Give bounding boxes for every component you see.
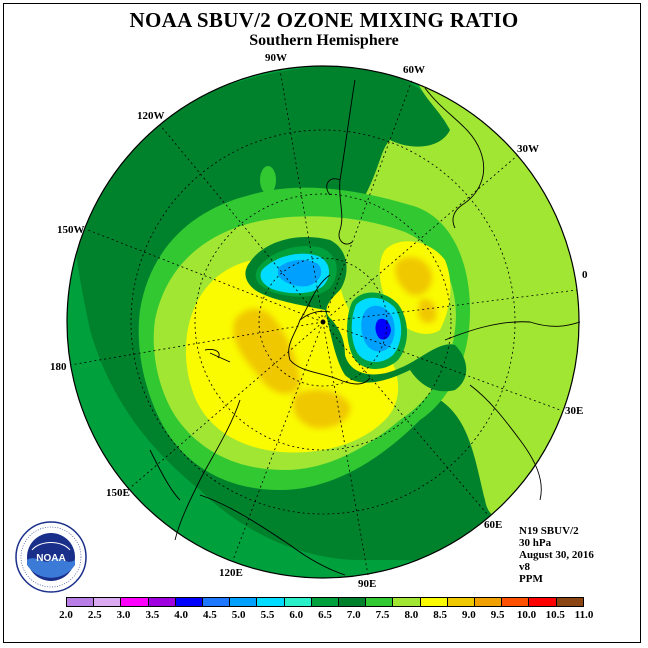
colorbar-label: 3.5 (145, 609, 160, 621)
colorbar-swatch (230, 598, 258, 606)
colorbar-label: 11.0 (574, 609, 594, 621)
colorbar-label: 6.5 (318, 609, 332, 621)
colorbar-swatch (257, 598, 285, 606)
map-title: NOAA SBUV/2 OZONE MIXING RATIO (129, 8, 519, 32)
colorbar-label: 9.5 (490, 609, 505, 621)
colorbar-swatch (67, 598, 95, 606)
colorbar-swatch (502, 598, 530, 606)
ozone-spot (260, 166, 276, 194)
colorbar-swatch (121, 598, 149, 606)
noaa-logo-text: NOAA (36, 553, 65, 564)
lon-label-90w: 90W (265, 52, 287, 64)
colorbar-label: 4.5 (203, 609, 217, 621)
ozone-band-8.0-east (360, 75, 579, 519)
colorbar-label: 2.0 (59, 609, 73, 621)
colorbar-label: 10.0 (516, 609, 537, 621)
figure-frame (3, 3, 641, 643)
lon-label-180: 180 (50, 361, 67, 373)
lon-label-120e: 120E (219, 567, 243, 579)
noaa-logo: NOAA (15, 521, 87, 593)
colorbar-label: 8.5 (433, 609, 447, 621)
lon-label-150e: 150E (106, 487, 130, 499)
colorbar-label: 5.0 (231, 609, 246, 621)
colorbar-swatch (393, 598, 421, 606)
colorbar-swatch (311, 598, 340, 606)
lon-label-60e: 60E (484, 519, 502, 531)
map-subtitle: Southern Hemisphere (249, 32, 399, 49)
colorbar-swatch (529, 598, 557, 606)
colorbar-label: 6.0 (289, 609, 304, 621)
colorbar-label: 3.0 (116, 609, 131, 621)
colorbar-swatch (284, 598, 312, 606)
lon-label-150w: 150W (57, 224, 85, 236)
colorbar-labels: 2.0 2.5 3.0 3.5 4.0 4.5 5.0 5.5 6.0 6.5 7.0 7.5 8.0 8… (0, 609, 648, 623)
colorbar-label: 10.5 (545, 609, 565, 621)
ozone-band-9.0 (233, 257, 437, 429)
colorbar-label: 4.0 (174, 609, 188, 621)
colorbar-swatch (556, 598, 583, 606)
colorbar-label: 7.0 (346, 609, 361, 621)
lon-label-60w: 60W (403, 64, 425, 76)
colorbar-swatch (475, 598, 503, 606)
lon-label-30w: 30W (517, 143, 539, 155)
colorbar-label: 9.0 (462, 609, 476, 621)
lon-label-120w: 120W (137, 110, 165, 122)
map-boundary (66, 65, 580, 579)
colorbar-swatch (420, 598, 448, 606)
colorbar-label: 5.5 (260, 609, 275, 621)
lon-label-0: 0 (582, 269, 588, 281)
info-date: August 30, 2016 (519, 549, 594, 561)
info-units: PPM (519, 573, 543, 585)
lon-label-30e: 30E (565, 405, 583, 417)
colorbar-label: 8.0 (404, 609, 419, 621)
colorbar (66, 597, 584, 607)
colorbar-swatch (339, 598, 367, 606)
longitude-labels: 90W 60W 30W 0 30E 60E 90E 120E 150E 180 … (50, 52, 588, 590)
colorbar-label: 7.5 (375, 609, 390, 621)
colorbar-swatch (175, 598, 204, 606)
info-level: 30 hPa (519, 537, 552, 549)
coastlines (149, 79, 581, 576)
info-block: N19 SBUV/2 30 hPa August 30, 2016 v8 PPM (519, 525, 594, 585)
colorbar-swatch (366, 598, 394, 606)
colorbar-swatch (94, 598, 122, 606)
colorbar-swatch (447, 598, 476, 606)
ozone-band-5.0-west (278, 259, 322, 287)
info-version: v8 (519, 561, 530, 573)
colorbar-label: 2.5 (87, 609, 102, 621)
colorbar-swatch (148, 598, 176, 606)
lon-label-90e: 90E (358, 578, 376, 590)
info-satellite: N19 SBUV/2 (519, 525, 579, 537)
colorbar-swatch (203, 598, 231, 606)
